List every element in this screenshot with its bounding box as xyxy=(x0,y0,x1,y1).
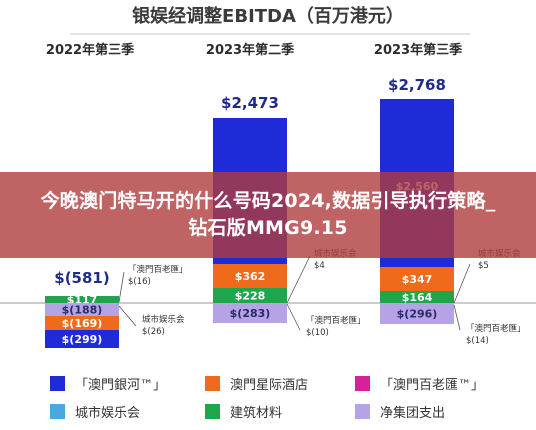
legend-item: 建筑材料 xyxy=(205,402,283,421)
annotation-label: $(14) xyxy=(466,336,489,346)
bar-value-label: $362 xyxy=(235,270,266,283)
bar-segment xyxy=(45,316,119,330)
legend-swatch xyxy=(50,375,65,391)
legend-label: 「澳門銀河™」 xyxy=(75,377,167,393)
bar-value-label: $(283) xyxy=(230,307,271,320)
bar-segment xyxy=(213,288,287,303)
legend-swatch xyxy=(205,375,220,391)
bar-segment xyxy=(213,264,287,288)
legend-swatch xyxy=(355,375,370,391)
annotation-label: $(26) xyxy=(142,327,165,337)
bar-segment xyxy=(380,291,454,303)
bar-value-label: $(169) xyxy=(62,317,103,330)
annotation-label: $(10) xyxy=(306,328,329,338)
annotation-label: $5 xyxy=(478,261,489,271)
banner-text: 今晚澳门特马开的什么号码2024,数据引导执行策略_钻石版MMG9.15 xyxy=(40,190,496,239)
bar-value-label: $164 xyxy=(402,291,433,304)
legend-swatch xyxy=(50,403,65,419)
annotation-leader xyxy=(453,263,471,304)
bar-segment xyxy=(380,303,454,324)
legend-item: 「澳門銀河™」 xyxy=(50,374,167,393)
bar-segment xyxy=(45,330,119,348)
legend-label: 澳門星际酒店 xyxy=(230,377,309,393)
overlay-banner: 今晚澳门特马开的什么号码2024,数据引导执行策略_钻石版MMG9.15 xyxy=(0,172,536,258)
annotation-label: $4 xyxy=(314,261,325,271)
bar-segment xyxy=(45,296,119,303)
legend-swatch xyxy=(355,403,370,419)
annotation-leader xyxy=(118,305,137,327)
legend-item: 净集团支出 xyxy=(355,402,446,421)
legend-label: 城市娱乐会 xyxy=(75,405,141,421)
legend-label: 「澳門百老匯™」 xyxy=(380,377,485,393)
bar-value-label: $347 xyxy=(402,273,433,286)
category-label: 2022年第三季 xyxy=(46,42,134,58)
legend-label: 建筑材料 xyxy=(230,405,283,421)
legend-item: 「澳門百老匯™」 xyxy=(355,374,485,393)
bar-value-label: $(296) xyxy=(397,308,438,321)
annotation-label: $(16) xyxy=(128,277,151,287)
bar-total-label: $2,473 xyxy=(221,94,279,112)
annotation-label: 「澳門百老匯」 xyxy=(128,264,188,275)
bar-value-label: $(299) xyxy=(62,333,103,346)
annotation-leader xyxy=(286,255,311,304)
legend-item: 城市娱乐会 xyxy=(50,402,141,421)
legend: 「澳門銀河™」 澳門星际酒店 「澳門百老匯™」城市娱乐会 建筑材料 净集团支出 xyxy=(0,364,536,430)
legend-swatch xyxy=(205,403,220,419)
legend-label: 净集团支出 xyxy=(380,405,446,421)
legend-item: 澳門星际酒店 xyxy=(205,374,309,393)
category-label: 2023年第二季 xyxy=(206,42,294,58)
category-label: 2023年第三季 xyxy=(374,42,462,58)
annotation-label: 「澳門百老匯」 xyxy=(466,323,526,334)
bar-total-label: $2,768 xyxy=(388,76,446,94)
bar-segment xyxy=(45,303,119,316)
annotation-leader xyxy=(286,303,301,331)
bar-segment xyxy=(213,303,287,323)
bar-segment xyxy=(380,267,454,291)
annotation-label: 城市娱乐会 xyxy=(142,314,185,325)
annotation-label: 「澳門百老匯」 xyxy=(306,315,366,326)
bar-total-label: $(581) xyxy=(54,269,109,287)
annotation-leader xyxy=(453,304,461,331)
annotation-leader xyxy=(118,271,125,303)
bar-value-label: $228 xyxy=(235,290,266,303)
chart-title: 银娱经调整EBITDA（百万港元） xyxy=(132,5,404,27)
bar-value-label: $(188) xyxy=(62,304,103,317)
